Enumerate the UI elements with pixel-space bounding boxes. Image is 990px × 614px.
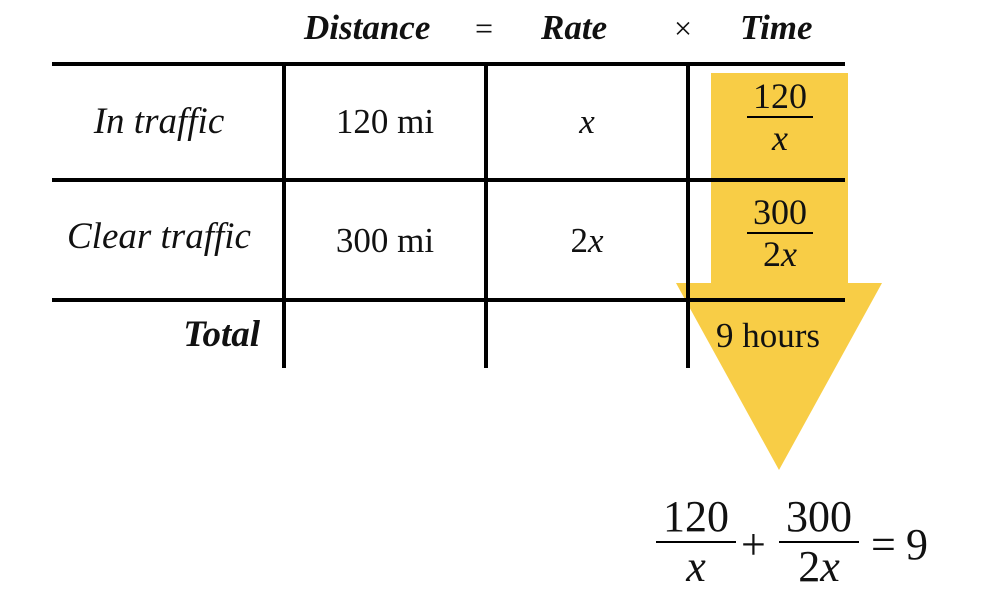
row2-distance: 300 mi bbox=[335, 221, 435, 260]
equation-fraction-1-numerator: 120 bbox=[663, 492, 729, 541]
table-row-divider-2 bbox=[52, 298, 845, 302]
table-col-divider-2 bbox=[484, 64, 488, 368]
row2-rate-coefficient: 2 bbox=[570, 221, 588, 260]
row2-time-denominator: 2x bbox=[730, 234, 830, 274]
header-times: × bbox=[674, 10, 693, 46]
row2-time-fraction: 300 2x bbox=[730, 192, 830, 274]
row2-time-denominator-coefficient: 2 bbox=[763, 234, 781, 274]
equation-fraction-1: 120 x bbox=[653, 493, 739, 591]
header-time: Time bbox=[740, 8, 813, 47]
equation-fraction-2-bar bbox=[779, 541, 859, 543]
row-label-clear-traffic: Clear traffic bbox=[67, 216, 251, 257]
equation-fraction-2-denominator: 2x bbox=[776, 543, 862, 591]
equation-fraction-2-numerator: 300 bbox=[786, 492, 852, 541]
total-time: 9 hours bbox=[716, 316, 821, 355]
header-equals: = bbox=[475, 10, 494, 46]
equation-fraction-2-denominator-coefficient: 2 bbox=[798, 542, 821, 591]
row1-time-fraction-bar bbox=[747, 116, 813, 118]
table-top-border bbox=[52, 62, 845, 66]
header-distance: Distance bbox=[304, 8, 431, 47]
equation-fraction-1-denominator: x bbox=[686, 542, 706, 591]
equation-fraction-2-denominator-variable: x bbox=[820, 542, 840, 591]
row2-rate: 2x bbox=[488, 221, 686, 261]
row2-time-fraction-bar bbox=[747, 232, 813, 234]
highlight-arrow-shape bbox=[676, 73, 882, 470]
table-col-divider-1 bbox=[282, 64, 286, 368]
header-rate: Rate bbox=[541, 8, 608, 47]
row2-time-denominator-variable: x bbox=[781, 234, 797, 274]
equation-plus: + bbox=[741, 520, 766, 569]
equation-equals: = bbox=[871, 520, 896, 569]
row-label-in-traffic: In traffic bbox=[93, 101, 225, 142]
table-row-divider-1 bbox=[52, 178, 845, 182]
row-label-total: Total bbox=[183, 314, 260, 355]
equation-rhs: 9 bbox=[906, 520, 928, 569]
row2-time-numerator: 300 bbox=[753, 192, 807, 232]
table-col-divider-3 bbox=[686, 64, 690, 368]
row1-rate: x bbox=[579, 102, 595, 141]
row2-rate-variable: x bbox=[587, 221, 604, 260]
row1-distance: 120 mi bbox=[335, 102, 435, 141]
row1-time-fraction: 120 x bbox=[730, 76, 830, 158]
equation-fraction-1-bar bbox=[656, 541, 736, 543]
row1-time-numerator: 120 bbox=[753, 76, 807, 116]
equation-fraction-2: 300 2x bbox=[776, 493, 862, 591]
row1-time-denominator: x bbox=[772, 118, 788, 158]
